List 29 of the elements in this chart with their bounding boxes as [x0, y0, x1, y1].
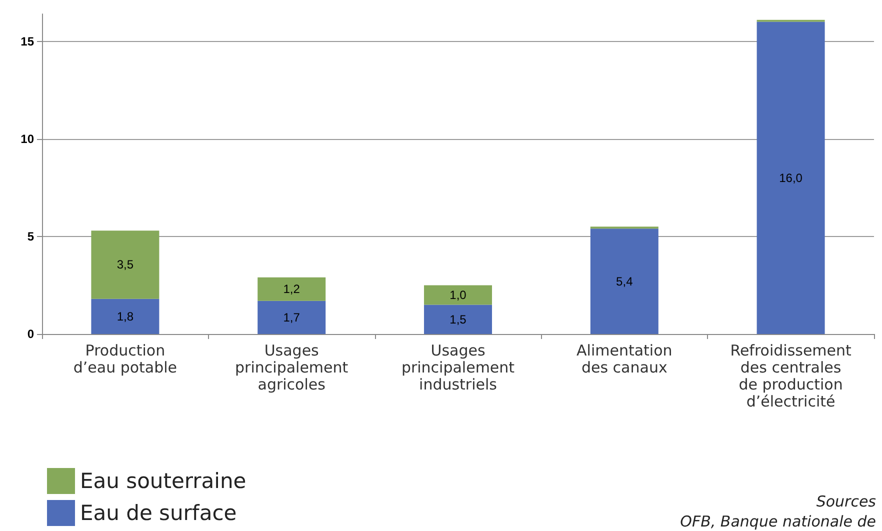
data-label: 1,2 — [283, 282, 300, 296]
bar — [91, 298, 160, 334]
y-tick-label: 5 — [27, 229, 34, 244]
bar — [258, 300, 326, 334]
data-label: 1,7 — [283, 310, 300, 324]
bar — [424, 304, 492, 334]
legend-label: Eau de surface — [80, 501, 237, 525]
text: OFB, Banque nationale de — [680, 512, 876, 530]
y-tick-label: 0 — [27, 327, 34, 341]
bar — [91, 230, 160, 299]
x-tick-label: Production d’eau potable — [73, 342, 178, 376]
data-label: 16,0 — [779, 170, 803, 185]
bar — [756, 22, 825, 334]
x-tick-label: Usages principalement industriels — [401, 342, 515, 394]
y-tick-label: 10 — [20, 132, 34, 146]
bar — [258, 277, 326, 301]
data-label: 1,0 — [450, 288, 467, 302]
bar — [424, 285, 492, 305]
y-tick-label: 15 — [20, 34, 34, 48]
bar — [590, 228, 658, 334]
data-label: 1,8 — [116, 309, 134, 324]
data-label: 5,4 — [616, 274, 634, 288]
legend-label: Eau souterraine — [80, 469, 246, 493]
x-tick-label: Usages principalement agricoles — [235, 342, 348, 394]
data-label: 1,5 — [450, 312, 467, 326]
data-label: 3,5 — [116, 258, 134, 272]
text: Sources — [816, 492, 876, 510]
x-tick-label: Refroidissement des centrales de production d’électricité — [730, 342, 852, 410]
x-tick-label: Alimentation des canaux — [576, 342, 672, 376]
